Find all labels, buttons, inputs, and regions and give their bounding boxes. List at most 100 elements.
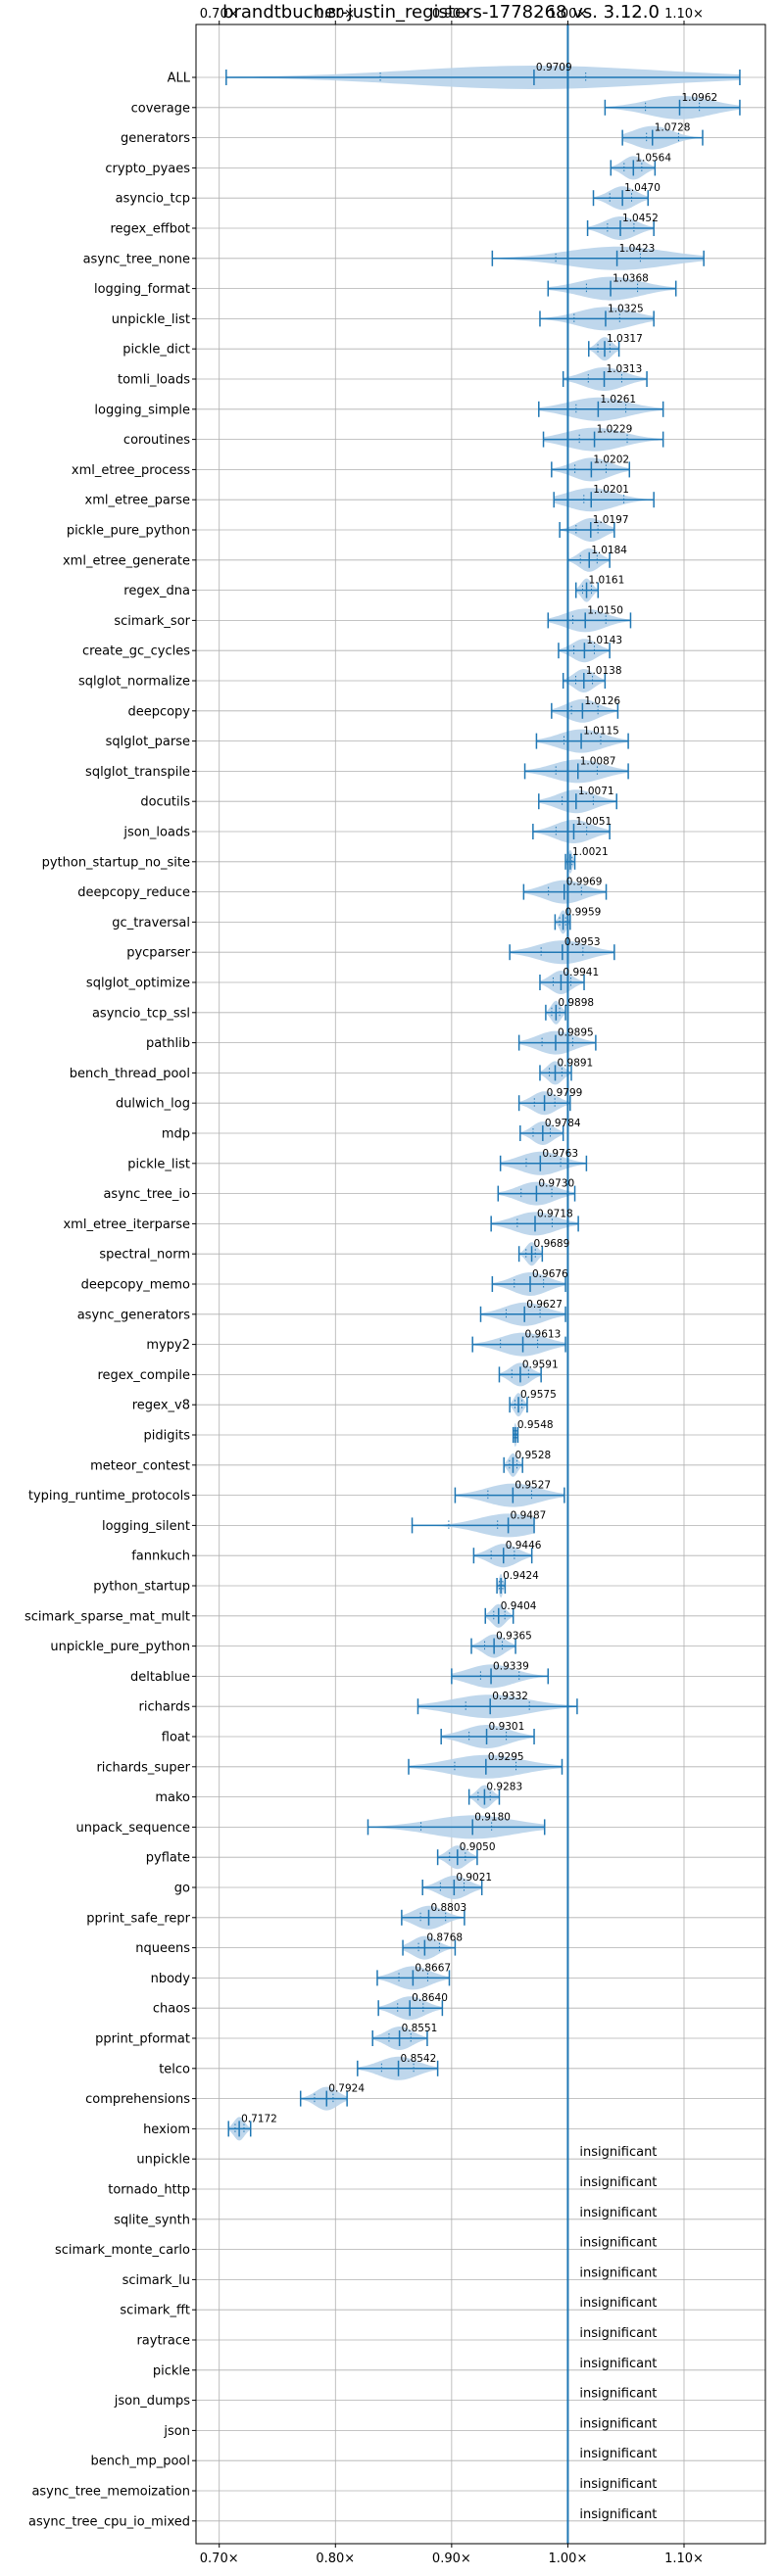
category-label: unpickle_list: [112, 312, 190, 327]
value-label: 1.0201: [593, 484, 629, 496]
value-label: 0.9424: [503, 1570, 539, 1582]
value-label: 1.0184: [591, 545, 627, 556]
value-label: 0.9891: [558, 1057, 594, 1069]
value-label: 0.9528: [514, 1450, 551, 1461]
category-label: json: [163, 2424, 190, 2439]
category-label: richards_super: [96, 1760, 190, 1775]
x-tick-label-bottom: 1.00×: [549, 2552, 588, 2566]
value-label: 0.9689: [534, 1238, 570, 1250]
category-label: scimark_sparse_mat_mult: [24, 1609, 190, 1624]
category-label: mako: [155, 1790, 190, 1805]
category-label: pickle: [153, 2363, 190, 2378]
value-label: 1.0197: [593, 514, 629, 526]
category-label: gc_traversal: [112, 916, 190, 930]
category-label: coroutines: [123, 433, 190, 448]
value-label: 1.0202: [593, 453, 629, 465]
category-label: pickle_list: [127, 1157, 190, 1171]
category-label: raytrace: [136, 2334, 190, 2349]
x-tick-label-top: 0.90×: [432, 7, 471, 22]
label-layer: ALL coverage generators crypto_pyaesasyncio…: [24, 7, 717, 2566]
category-label: sqlglot_transpile: [85, 765, 190, 780]
category-label: regex_compile: [97, 1368, 190, 1383]
value-label: 1.0138: [586, 665, 622, 677]
value-label: 0.9180: [474, 1811, 511, 1823]
insignificant-label: insignificant: [579, 2206, 657, 2220]
category-label: tornado_http: [108, 2183, 190, 2198]
insignificant-label: insignificant: [579, 2416, 657, 2431]
value-label: 1.0313: [607, 363, 643, 375]
value-label: 0.9575: [520, 1389, 557, 1401]
violin-layer: [225, 66, 741, 2141]
value-label: 0.8542: [401, 2053, 437, 2065]
value-label: 0.9969: [566, 877, 603, 888]
category-label: sqlglot_parse: [106, 735, 190, 749]
value-label: 0.8667: [415, 1962, 451, 1974]
value-label: 0.9487: [511, 1509, 547, 1521]
value-label: 0.9404: [501, 1600, 537, 1612]
chart-title: brandtbucher-justin_registers-1778268 vs…: [222, 2, 660, 23]
insignificant-label: insignificant: [579, 2387, 657, 2402]
category-label: scimark_sor: [114, 614, 190, 629]
category-label: sqlglot_normalize: [78, 675, 190, 690]
value-label: 1.0021: [572, 846, 609, 858]
category-label: python_startup_no_site: [42, 855, 190, 870]
category-label: bench_thread_pool: [70, 1067, 190, 1081]
category-label: async_generators: [77, 1308, 191, 1322]
value-label: 1.0452: [622, 213, 659, 224]
value-label: 1.0261: [600, 394, 636, 405]
x-tick-label-bottom: 0.70×: [200, 2552, 239, 2566]
category-label: dulwich_log: [116, 1097, 190, 1112]
value-label: 0.8640: [412, 1992, 448, 2004]
category-label: meteor_contest: [90, 1458, 190, 1473]
category-label: deepcopy_memo: [81, 1278, 190, 1293]
category-label: create_gc_cycles: [82, 644, 190, 659]
category-label: asyncio_tcp_ssl: [92, 1006, 190, 1021]
value-label: 0.9021: [456, 1872, 492, 1884]
category-label: fannkuch: [131, 1550, 190, 1564]
value-label: 1.0126: [584, 695, 620, 707]
category-label: regex_dna: [123, 584, 190, 598]
x-tick-label-top: 1.00×: [549, 7, 588, 22]
category-label: mypy2: [146, 1338, 190, 1353]
category-label: coverage: [131, 101, 190, 116]
category-label: crypto_pyaes: [105, 162, 190, 176]
value-label: 1.0564: [635, 152, 671, 164]
insignificant-label: insignificant: [579, 2447, 657, 2461]
value-label: 0.9709: [536, 62, 572, 73]
category-label: typing_runtime_protocols: [28, 1489, 190, 1503]
value-label: 1.0087: [580, 755, 616, 767]
category-label: scimark_lu: [122, 2273, 190, 2288]
category-label: unpickle: [136, 2153, 190, 2168]
category-label: pprint_safe_repr: [86, 1911, 190, 1926]
category-label: generators: [121, 131, 190, 146]
insignificant-label: insignificant: [579, 2266, 657, 2280]
value-label: 0.9898: [558, 997, 594, 1009]
x-tick-label-bottom: 1.10×: [664, 2552, 704, 2566]
category-label: logging_format: [94, 282, 190, 297]
category-label: pycparser: [126, 946, 190, 961]
category-label: nqueens: [135, 1941, 190, 1956]
value-label: 1.0229: [597, 424, 633, 436]
value-label: 1.0728: [655, 122, 691, 134]
category-label: sqlite_synth: [114, 2213, 190, 2227]
value-label: 0.9718: [537, 1208, 573, 1219]
value-label: 1.0115: [583, 726, 619, 738]
value-label: 1.0325: [608, 303, 644, 314]
value-label: 0.9301: [489, 1721, 525, 1733]
category-label: comprehensions: [85, 2092, 190, 2107]
category-label: logging_silent: [102, 1519, 190, 1534]
value-label: 0.9763: [542, 1148, 578, 1160]
value-label: 1.0051: [575, 816, 612, 828]
category-label: nbody: [151, 1972, 191, 1986]
category-label: ALL: [168, 72, 191, 86]
value-label: 0.9446: [506, 1540, 542, 1551]
insignificant-label: insignificant: [579, 2145, 657, 2160]
category-label: scimark_monte_carlo: [55, 2243, 190, 2258]
category-label: pathlib: [146, 1036, 190, 1051]
value-label: 0.9332: [492, 1691, 528, 1702]
category-label: logging_simple: [94, 403, 190, 417]
insignificant-label: insignificant: [579, 2236, 657, 2251]
value-label: 0.9799: [547, 1087, 583, 1099]
category-label: scimark_fft: [120, 2304, 190, 2318]
